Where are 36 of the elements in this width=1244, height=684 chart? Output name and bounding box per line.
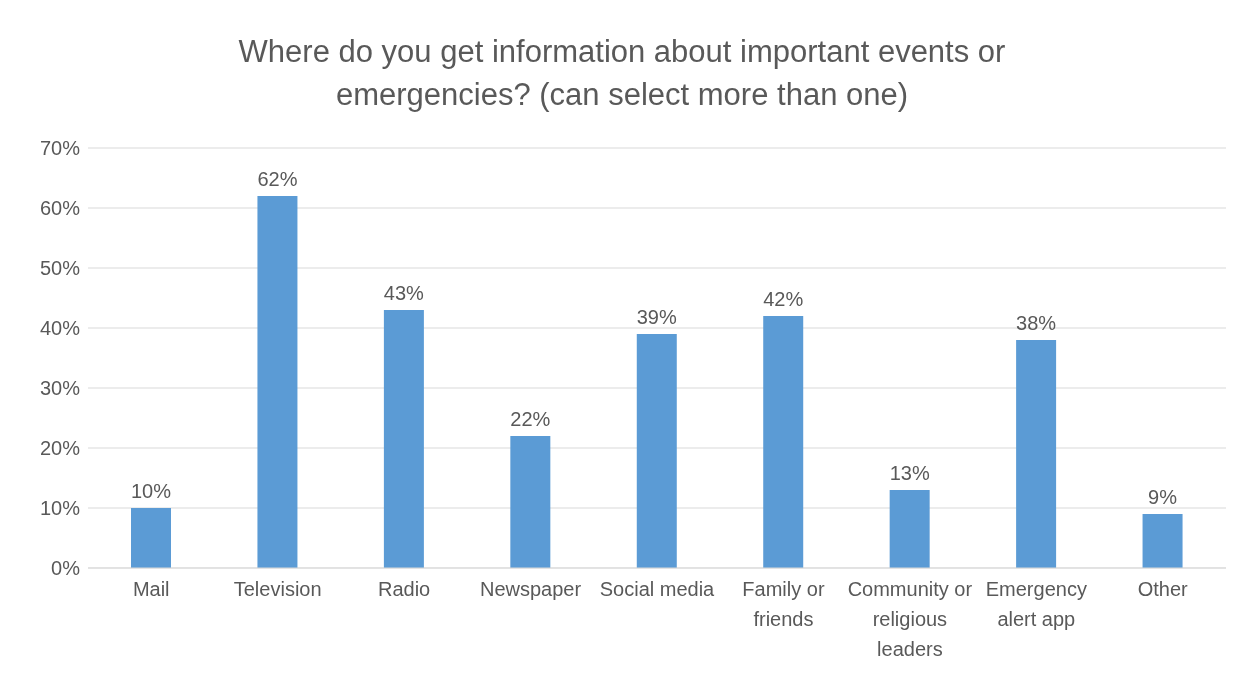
chart-title: Where do you get information about important events or emergencies? (can select more than one) bbox=[237, 33, 1007, 114]
x-tick-label: Community or religious leaders bbox=[847, 578, 973, 660]
bar bbox=[383, 310, 424, 568]
data-label: 42% bbox=[763, 288, 804, 310]
x-tick-label: Social media bbox=[599, 578, 716, 600]
y-tick-label: 30% bbox=[39, 377, 81, 400]
data-label: 22% bbox=[510, 408, 551, 430]
y-tick-label: 70% bbox=[39, 137, 81, 160]
data-label: 39% bbox=[636, 306, 678, 328]
bar bbox=[763, 316, 804, 568]
y-tick-label: 20% bbox=[39, 437, 81, 460]
bar bbox=[510, 436, 551, 568]
data-label: 38% bbox=[1016, 312, 1057, 334]
y-tick-label: 60% bbox=[39, 197, 81, 220]
x-tick-label: Television bbox=[233, 578, 322, 600]
bar bbox=[1016, 340, 1057, 568]
bar bbox=[1142, 514, 1183, 568]
x-tick-label: Mail bbox=[132, 578, 170, 600]
bar bbox=[636, 334, 677, 568]
data-label: 43% bbox=[383, 282, 425, 304]
data-label: 9% bbox=[1148, 486, 1178, 508]
x-tick-label: Family or friends bbox=[742, 578, 825, 630]
data-label: 13% bbox=[889, 462, 930, 484]
data-label: 62% bbox=[257, 168, 298, 190]
x-tick-label: Emergency alert app bbox=[985, 578, 1087, 630]
x-tick-label: Other bbox=[1137, 578, 1189, 600]
y-tick-label: 40% bbox=[39, 317, 81, 340]
x-tick-label: Radio bbox=[377, 578, 431, 600]
x-tick-label: Newspaper bbox=[479, 578, 582, 600]
bar bbox=[889, 490, 930, 568]
y-tick-label: 10% bbox=[39, 497, 81, 520]
y-tick-label: 50% bbox=[39, 257, 81, 280]
bar bbox=[257, 196, 298, 568]
bar bbox=[131, 508, 171, 568]
data-label: 10% bbox=[130, 480, 172, 502]
y-tick-label: 0% bbox=[51, 557, 81, 580]
